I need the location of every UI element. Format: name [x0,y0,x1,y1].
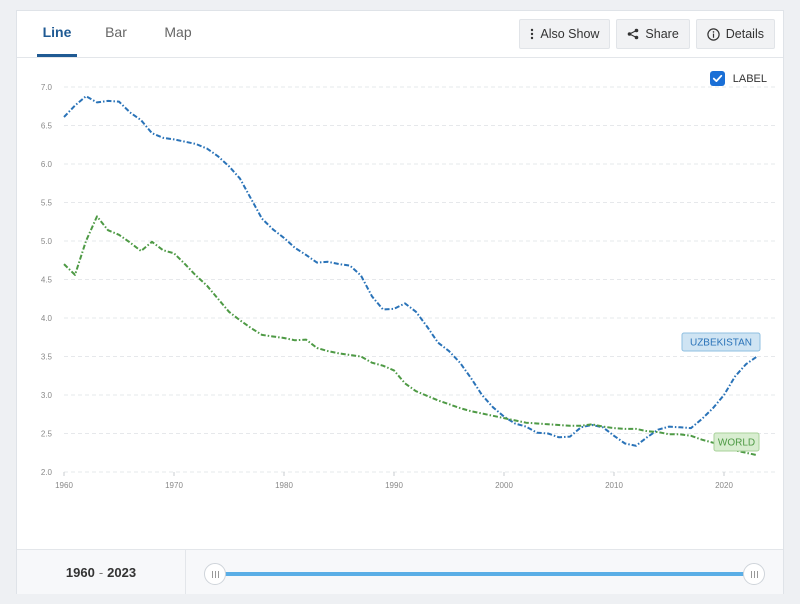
tab-line[interactable]: Line [37,11,77,57]
x-tick-label: 2000 [495,481,513,490]
series-line-world [63,215,758,457]
range-separator: - [98,565,104,580]
y-tick-label: 6.5 [41,122,53,131]
x-tick-label: 1990 [385,481,403,490]
y-tick-label: 3.5 [41,353,53,362]
share-icon [627,28,639,40]
series-label-uzbekistan: UZBEKISTAN [690,338,752,349]
series-line-uzbekistan [63,95,758,447]
label-toggle-text: LABEL [732,72,767,85]
y-tick-label: 4.5 [41,276,53,285]
year-slider-track[interactable] [215,572,755,576]
slider-handle-start[interactable] [204,563,226,585]
y-tick-label: 5.5 [41,199,53,208]
tab-bar[interactable]: Bar [105,24,127,40]
x-tick-label: 1980 [275,481,293,490]
series-label-box [681,332,761,352]
line-chart: 2.0 2.5 3.0 3.5 4.0 4.5 5.0 5.5 6.0 6.5 7.0 1960 197… [41,83,777,490]
details-button[interactable]: Details [695,19,775,49]
info-icon [707,27,720,41]
also-show-label: Also Show [540,27,600,41]
more-vertical-icon [530,28,534,40]
x-tick-label: 2010 [605,481,623,490]
range-end: 2023 [107,565,137,580]
y-tick-label: 4.0 [41,314,53,323]
checkmark-icon [712,74,722,82]
range-footer: 1960-2023 [17,549,783,594]
y-tick-label: 2.5 [41,430,53,439]
chart-actions: Also Show Share Details [519,19,775,49]
year-range: 1960-2023 [17,550,186,594]
range-start: 1960 [65,565,95,580]
y-tick-label: 6.0 [41,160,53,169]
also-show-button[interactable]: Also Show [519,19,611,49]
y-tick-label: 3.0 [41,391,53,400]
label-toggle[interactable]: LABEL [709,71,767,86]
series-label-box [713,432,760,452]
y-tick-label: 5.0 [41,237,53,246]
y-tick-label: 7.0 [41,83,53,92]
x-tick-label: 2020 [715,481,733,490]
slider-handle-end[interactable] [743,563,765,585]
series-label-world: WORLD [718,438,755,449]
share-button[interactable]: Share [616,19,690,49]
x-tick-label: 1960 [55,481,73,490]
details-label: Details [725,27,764,41]
tab-map[interactable]: Map [164,24,192,40]
share-label: Share [645,27,679,41]
x-tick-label: 1970 [165,481,183,490]
y-tick-label: 2.0 [41,468,53,477]
label-checkbox[interactable] [709,71,725,86]
chart-card: Line Bar Map Also Show Share Details [16,10,784,594]
view-tabs: Line Bar Map Also Show Share Details [17,11,783,58]
